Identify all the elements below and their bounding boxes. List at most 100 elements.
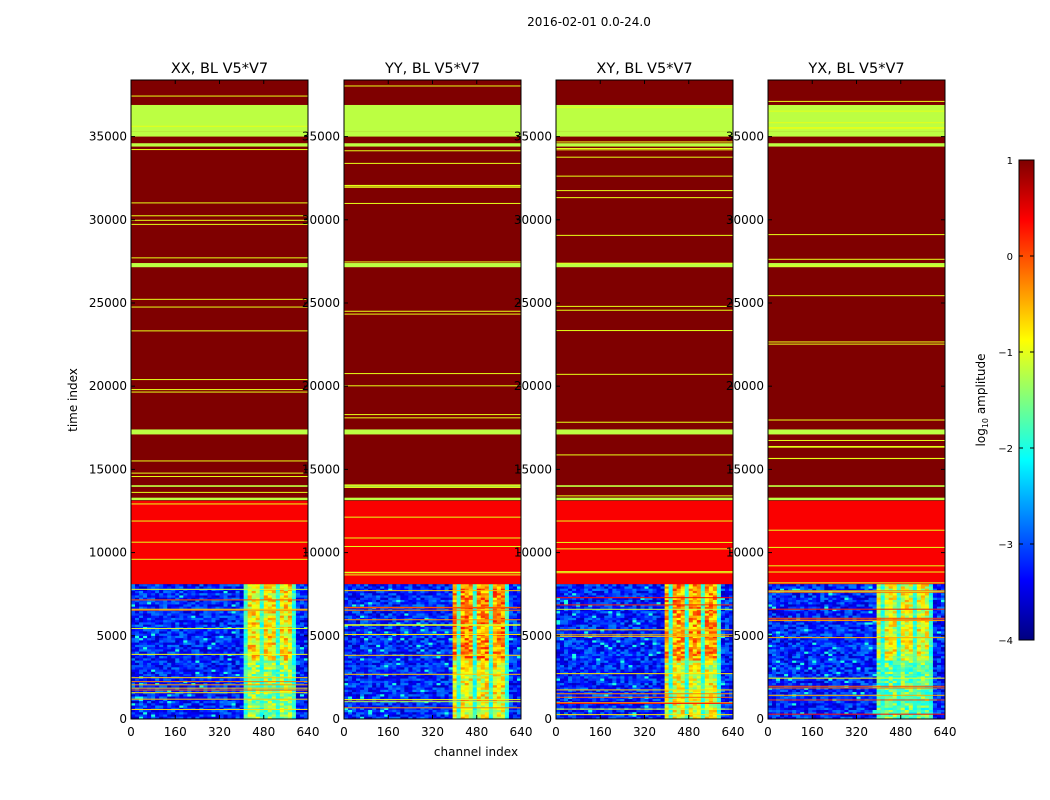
heatmap-cell [267, 615, 273, 619]
heatmap-cell [504, 671, 510, 675]
heatmap-cell [436, 683, 441, 686]
heatmap-cell [476, 635, 482, 639]
heatmap-cell [211, 613, 216, 616]
heatmap-cell [219, 638, 224, 641]
heatmap-cell [235, 701, 240, 704]
heatmap-cell [428, 640, 433, 643]
heatmap-cell [267, 705, 273, 709]
heatmap-cell [239, 629, 244, 632]
heatmap-cell [263, 617, 269, 621]
heatmap-cell [243, 631, 248, 634]
heatmap-cell [291, 658, 297, 661]
heatmap-cell [279, 606, 285, 610]
heatmap-cell [388, 642, 393, 646]
heatmap-cell [203, 599, 208, 603]
heatmap-cell [155, 635, 160, 639]
heatmap-cell [416, 676, 421, 679]
heatmap-cell [404, 638, 409, 641]
heatmap-cell [275, 593, 281, 596]
heatmap-cell [247, 689, 252, 693]
heatmap-cell [159, 631, 164, 634]
heatmap-cell [211, 617, 216, 621]
heatmap-cell [444, 694, 449, 697]
heatmap-cell [384, 687, 389, 691]
heatmap-cell [344, 640, 349, 643]
heatmap-cell [251, 604, 257, 607]
heatmap-cell [456, 622, 461, 625]
heatmap-cell [299, 678, 305, 682]
heatmap-cell [368, 689, 373, 693]
heatmap-cell [380, 647, 385, 650]
heatmap-cell [203, 703, 208, 706]
heatmap-cell [211, 710, 216, 713]
heatmap-cell [404, 640, 409, 643]
heatmap-cell [271, 653, 277, 657]
heatmap-cell [392, 692, 397, 695]
heatmap-cell [344, 629, 349, 632]
heatmap-cell [444, 674, 449, 677]
heatmap-cell [440, 692, 445, 695]
heatmap-cell [376, 602, 381, 605]
heatmap-cell [259, 703, 265, 706]
heatmap-cell [255, 662, 261, 666]
heatmap-cell [404, 669, 409, 673]
heatmap-cell [259, 595, 265, 598]
heatmap-cell [516, 638, 522, 641]
heatmap-cell [279, 640, 285, 643]
heatmap-cell [163, 633, 168, 637]
heatmap-cell [344, 696, 349, 700]
heatmap-cell [231, 656, 236, 659]
heatmap-cell [207, 696, 212, 700]
heatmap-cell [348, 611, 353, 614]
heatmap-cell [303, 629, 309, 632]
heatmap-cell [404, 629, 409, 632]
heatmap-cell [131, 602, 136, 605]
heatmap-cell [239, 692, 244, 695]
heatmap-cell [404, 631, 409, 634]
heatmap-cell [344, 665, 349, 668]
heatmap-cell [287, 635, 293, 639]
heatmap-cell [496, 635, 502, 639]
heatmap-cell [223, 606, 228, 610]
heatmap-cell [392, 595, 397, 598]
heatmap-cell [155, 674, 160, 677]
heatmap-cell [384, 667, 389, 670]
heatmap-cell [251, 647, 257, 650]
heatmap-cell [452, 692, 457, 695]
heatmap-cell [404, 696, 409, 700]
heatmap-cell [516, 656, 522, 659]
heatmap-cell [508, 669, 514, 673]
heatmap-cell [207, 635, 212, 639]
heatmap-cell [143, 665, 148, 668]
heatmap-cell [452, 658, 457, 661]
heatmap-cell [195, 692, 200, 695]
flag-line [131, 257, 308, 259]
heatmap-cell [408, 622, 413, 625]
heatmap-cell [163, 584, 168, 587]
heatmap-cell [163, 620, 168, 623]
heatmap-cell [368, 674, 373, 677]
heatmap-cell [412, 680, 417, 684]
heatmap-cell [480, 620, 486, 623]
heatmap-cell [215, 689, 220, 693]
heatmap-cell [444, 651, 449, 655]
heatmap-cell [235, 586, 240, 590]
heatmap-cell [259, 696, 265, 700]
heatmap-cell [211, 588, 216, 592]
heatmap-cell [247, 687, 252, 691]
heatmap-cell [199, 615, 204, 619]
heatmap-cell [247, 595, 252, 598]
heatmap-cell [239, 611, 244, 614]
heatmap-cell [179, 701, 184, 704]
heatmap-cell [299, 602, 305, 605]
heatmap-cell [436, 622, 441, 625]
heatmap-cell [199, 597, 204, 601]
heatmap-cell [428, 676, 433, 679]
heatmap-cell [372, 649, 377, 652]
heatmap-cell [255, 705, 261, 709]
heatmap-cell [464, 588, 470, 592]
heatmap-cell [203, 712, 208, 715]
heatmap-cell [404, 674, 409, 677]
heatmap-cell [384, 694, 389, 697]
heatmap-cell [424, 678, 429, 682]
